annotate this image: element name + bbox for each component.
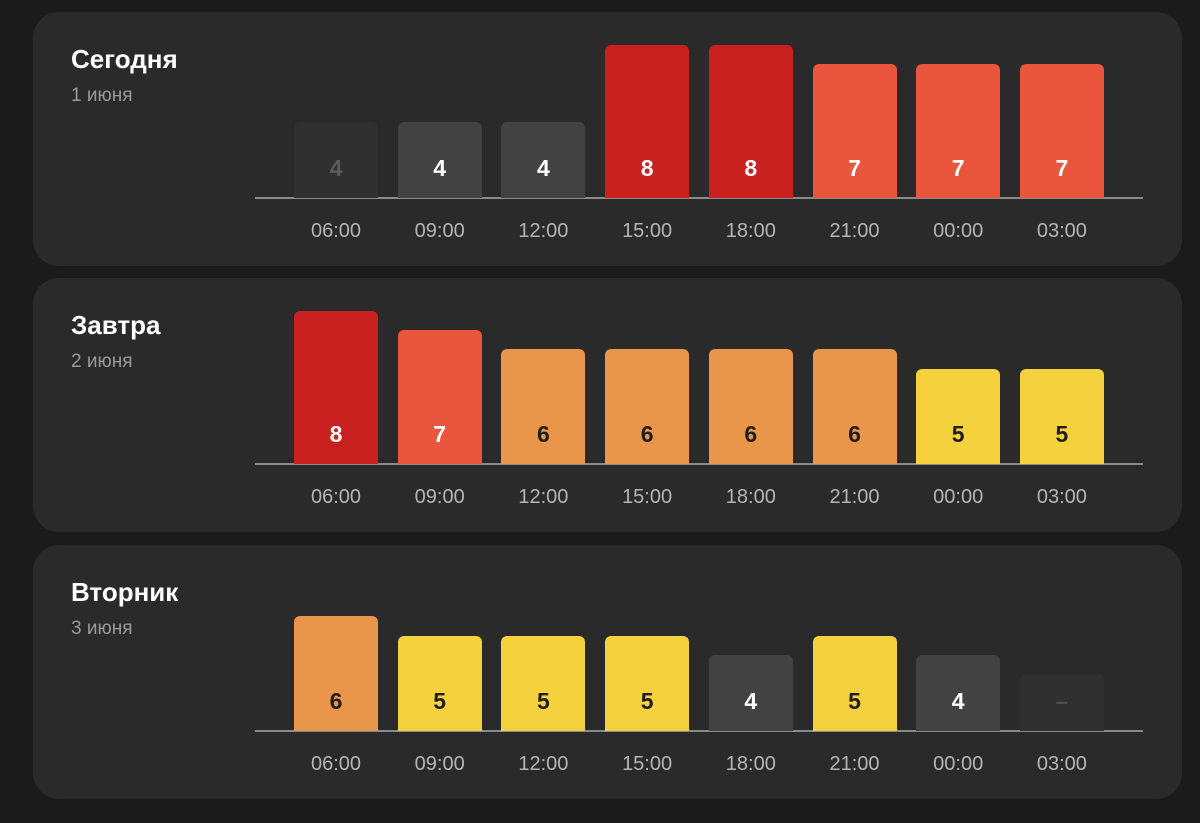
bar-value-label: 5 [951, 421, 965, 447]
hour-tick-label: 15:00 [622, 753, 673, 775]
bar [1019, 368, 1104, 464]
bar [294, 122, 378, 198]
day-date: 2 июня [71, 351, 133, 372]
bar [397, 330, 482, 464]
bar [294, 616, 378, 731]
bar [812, 349, 897, 464]
bar-value-label: 8 [329, 421, 343, 447]
hour-tick-label: 18:00 [725, 753, 776, 775]
bar-value-label: 7 [433, 421, 447, 447]
bar [397, 635, 482, 731]
hour-tick-label: 15:00 [622, 486, 673, 508]
hour-tick-label: 12:00 [518, 753, 569, 775]
bar-value-label: 5 [536, 688, 550, 714]
bar [397, 122, 482, 198]
hour-tick-label: 21:00 [829, 486, 880, 508]
hour-tick-label: 06:00 [310, 753, 362, 775]
hour-tick-label: 21:00 [829, 220, 880, 242]
bar-value-label: 5 [1055, 421, 1069, 447]
hour-tick-label: 09:00 [414, 486, 465, 508]
hour-tick-label: 09:00 [414, 220, 465, 242]
bar [605, 349, 690, 464]
bar [501, 349, 586, 464]
bar [916, 368, 1001, 464]
bar-value-label: 6 [536, 421, 550, 447]
bar [708, 349, 793, 464]
day-card-tomorrow: Завтра 2 июня 8 06:00 7 09:00 6 12:00 6 15:00 6 1… [33, 278, 1182, 532]
day-title: Сегодня [71, 44, 178, 74]
hour-tick-label: 03:00 [1036, 753, 1087, 775]
bar [1019, 674, 1104, 731]
bar [916, 64, 1001, 198]
bar-value-label: 6 [640, 421, 654, 447]
bar-value-label: 7 [951, 155, 965, 181]
bar-value-label: 6 [744, 421, 758, 447]
hour-tick-label: 12:00 [518, 486, 569, 508]
bar [916, 655, 1001, 731]
hour-tick-label: 03:00 [1036, 486, 1087, 508]
hour-tick-label: 18:00 [725, 486, 776, 508]
bar-value-label: 5 [848, 688, 861, 714]
hourly-bar-chart: 4 06:00 4 09:00 4 12:00 8 15:00 8 18:00 7 21:00 7 00:… [33, 12, 1182, 266]
hourly-bar-chart: 6 06:00 5 09:00 5 12:00 5 15:00 4 18:00 5 21:00 4 00:… [33, 545, 1182, 799]
day-date: 3 июня [71, 618, 133, 639]
bar [708, 655, 793, 731]
hour-tick-label: 12:00 [518, 220, 569, 242]
bar [501, 635, 586, 731]
bar-value-label: – [1055, 688, 1069, 714]
hour-tick-label: 00:00 [933, 753, 984, 775]
hour-tick-label: 21:00 [829, 753, 880, 775]
bar-value-label: 4 [433, 155, 447, 181]
hour-tick-label: 00:00 [933, 220, 984, 242]
hour-tick-label: 00:00 [933, 486, 984, 508]
bar [605, 635, 690, 731]
bar [708, 44, 793, 198]
bar-value-label: 6 [329, 688, 343, 714]
hour-tick-label: 03:00 [1036, 220, 1087, 242]
day-date: 1 июня [71, 85, 133, 106]
day-title: Завтра [71, 310, 161, 340]
bar-value-label: 5 [433, 688, 447, 714]
bar [605, 44, 690, 198]
hour-tick-label: 09:00 [414, 753, 465, 775]
bar-value-label: 4 [329, 155, 343, 181]
bar [294, 310, 378, 464]
day-title: Вторник [71, 577, 179, 607]
day-card-tuesday: Вторник 3 июня 6 06:00 5 09:00 5 12:00 5 15:00 4… [33, 545, 1182, 799]
bar [1019, 64, 1104, 198]
bar [501, 122, 586, 198]
hour-tick-label: 15:00 [622, 220, 673, 242]
bar [812, 635, 897, 731]
hour-tick-label: 18:00 [725, 220, 776, 242]
chart-baseline [255, 730, 1143, 732]
bar-value-label: 4 [536, 155, 550, 181]
day-card-today: Сегодня 1 июня 4 06:00 4 09:00 4 12:00 8 15:00 8… [33, 12, 1182, 266]
bar-value-label: 4 [744, 688, 758, 714]
hourly-bar-chart: 8 06:00 7 09:00 6 12:00 6 15:00 6 18:00 6 21:00 5 00:… [33, 278, 1182, 532]
bar [812, 64, 897, 198]
bar-value-label: 5 [640, 688, 654, 714]
bar-value-label: 8 [744, 155, 758, 181]
hour-tick-label: 06:00 [310, 486, 362, 508]
bar-value-label: 7 [1055, 155, 1069, 181]
chart-baseline [255, 463, 1143, 465]
chart-baseline [255, 197, 1143, 199]
bar-value-label: 7 [848, 155, 861, 181]
hour-tick-label: 06:00 [310, 220, 362, 242]
bar-value-label: 4 [951, 688, 965, 714]
bar-value-label: 8 [640, 155, 654, 181]
bar-value-label: 6 [848, 421, 861, 447]
